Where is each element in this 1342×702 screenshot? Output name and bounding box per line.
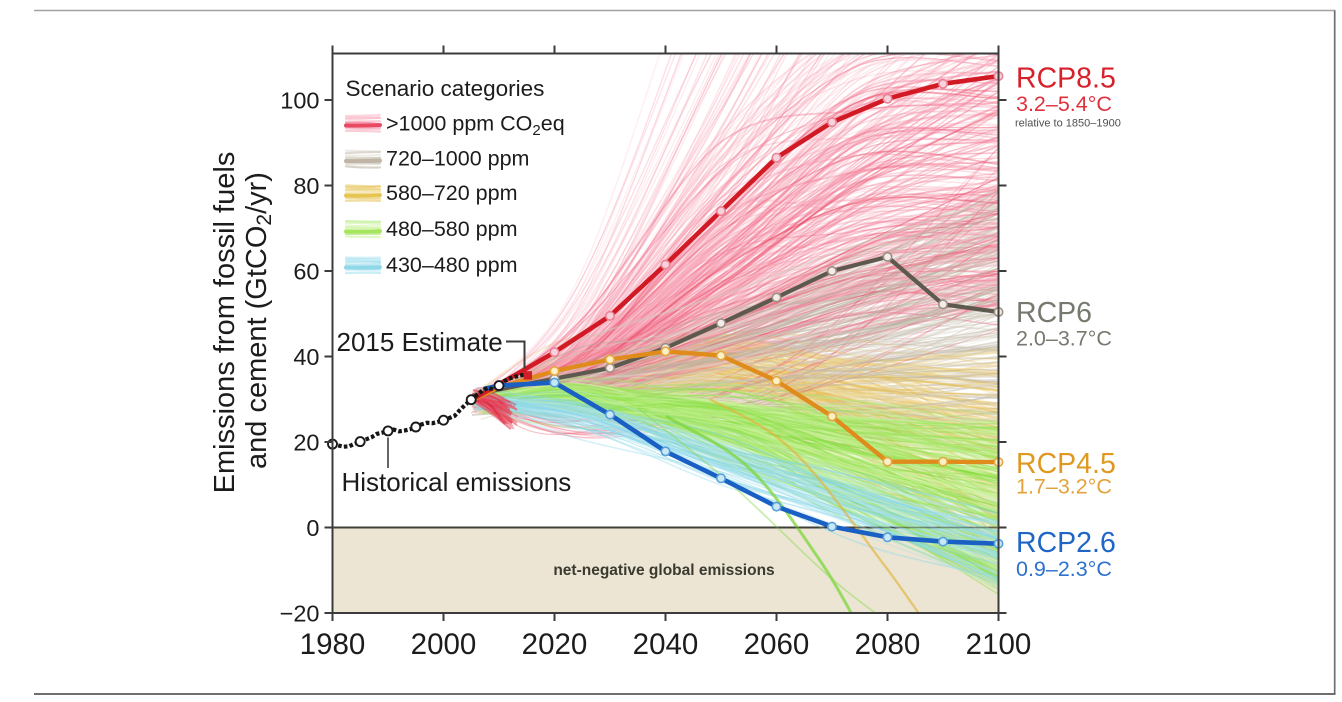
svg-text:480–580 ppm: 480–580 ppm — [386, 217, 518, 241]
svg-text:2020: 2020 — [522, 628, 588, 661]
svg-text:80: 80 — [293, 173, 319, 199]
svg-text:100: 100 — [280, 88, 319, 114]
svg-text:−20: −20 — [280, 601, 320, 627]
svg-text:RCP8.5: RCP8.5 — [1016, 63, 1116, 95]
svg-text:RCP4.5: RCP4.5 — [1016, 448, 1116, 480]
svg-text:2080: 2080 — [855, 628, 921, 661]
svg-text:1.7–3.2°C: 1.7–3.2°C — [1016, 475, 1112, 499]
svg-text:2100: 2100 — [966, 628, 1032, 661]
svg-text:Emissions from fossil fuels: Emissions from fossil fuels — [209, 152, 241, 494]
svg-text:3.2–5.4°C: 3.2–5.4°C — [1016, 92, 1112, 116]
svg-text:2.0–3.7°C: 2.0–3.7°C — [1016, 327, 1112, 351]
svg-text:Scenario categories: Scenario categories — [346, 76, 545, 101]
svg-text:Historical emissions: Historical emissions — [342, 467, 572, 497]
svg-text:RCP2.6: RCP2.6 — [1016, 527, 1116, 559]
svg-text:relative to 1850–1900: relative to 1850–1900 — [1015, 118, 1121, 130]
svg-text:2060: 2060 — [744, 628, 810, 661]
svg-text:2015 Estimate: 2015 Estimate — [337, 327, 503, 357]
svg-text:net-negative global emissions: net-negative global emissions — [553, 562, 774, 579]
svg-text:RCP6: RCP6 — [1016, 297, 1092, 329]
svg-text:430–480 ppm: 430–480 ppm — [386, 253, 518, 277]
svg-text:720–1000 ppm: 720–1000 ppm — [386, 147, 529, 171]
svg-text:60: 60 — [293, 259, 319, 285]
svg-text:2040: 2040 — [633, 628, 699, 661]
svg-text:0: 0 — [306, 515, 319, 541]
svg-text:0.9–2.3°C: 0.9–2.3°C — [1016, 557, 1112, 581]
svg-text:20: 20 — [293, 430, 319, 456]
svg-text:40: 40 — [293, 344, 319, 370]
svg-text:1980: 1980 — [300, 628, 366, 661]
svg-text:580–720 ppm: 580–720 ppm — [386, 181, 518, 205]
svg-text:2000: 2000 — [411, 628, 477, 661]
